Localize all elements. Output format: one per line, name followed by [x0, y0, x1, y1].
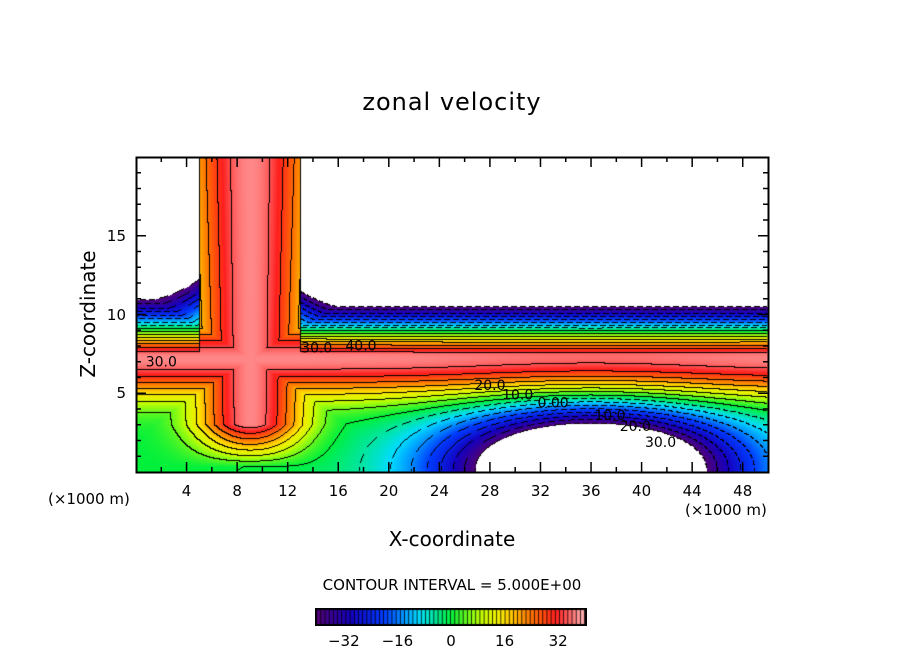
- contour-label: 20.0: [620, 419, 651, 435]
- colorbar-tick-label: 32: [548, 632, 568, 650]
- contour-label: 30.0: [146, 354, 177, 370]
- colorbar-tick-label: −32: [327, 632, 360, 650]
- x-tick-label: 4: [181, 482, 192, 500]
- y-axis-label: Z-coordinate: [76, 250, 100, 378]
- contour-label: 10.0: [594, 408, 625, 424]
- x-tick-label: 32: [530, 482, 551, 500]
- colorbar-tick-label: 0: [446, 632, 456, 650]
- x-tick-label: 36: [581, 482, 601, 500]
- y-tick-label: 5: [116, 384, 126, 403]
- x-tick-label: 44: [682, 482, 702, 500]
- contour-field: [137, 158, 768, 472]
- chart-title: zonal velocity: [362, 88, 542, 116]
- x-unit-label-left: (×1000 m): [48, 490, 130, 508]
- colorbar: [315, 608, 587, 626]
- contour-label: 0.00: [538, 395, 569, 411]
- contour-label: 40.0: [345, 339, 376, 355]
- x-tick-label: 20: [379, 482, 399, 500]
- plot-frame: [135, 156, 770, 474]
- x-tick-label: 12: [278, 482, 298, 500]
- axis-ticks: [136, 157, 768, 472]
- y-tick-label: 15: [106, 226, 126, 245]
- x-tick-label: 48: [733, 482, 753, 500]
- colorbar-tick-label: 16: [495, 632, 515, 650]
- colorbar-tick-label: −16: [381, 632, 414, 650]
- contour-label: 30.0: [645, 435, 676, 451]
- x-tick-label: 28: [480, 482, 500, 500]
- x-tick-label: 24: [429, 482, 449, 500]
- y-tick-label: 10: [106, 305, 126, 324]
- x-axis-label: X-coordinate: [388, 527, 516, 551]
- x-tick-label: 40: [632, 482, 652, 500]
- x-tick-label: 16: [328, 482, 348, 500]
- x-unit-label-right: (×1000 m): [685, 501, 767, 519]
- contour-label: 30.0: [301, 340, 332, 356]
- contour-label: 10.0: [502, 388, 533, 404]
- contour-label: 20.0: [474, 378, 505, 394]
- contour-interval-text: CONTOUR INTERVAL = 5.000E+00: [322, 576, 582, 594]
- x-tick-label: 8: [232, 482, 242, 500]
